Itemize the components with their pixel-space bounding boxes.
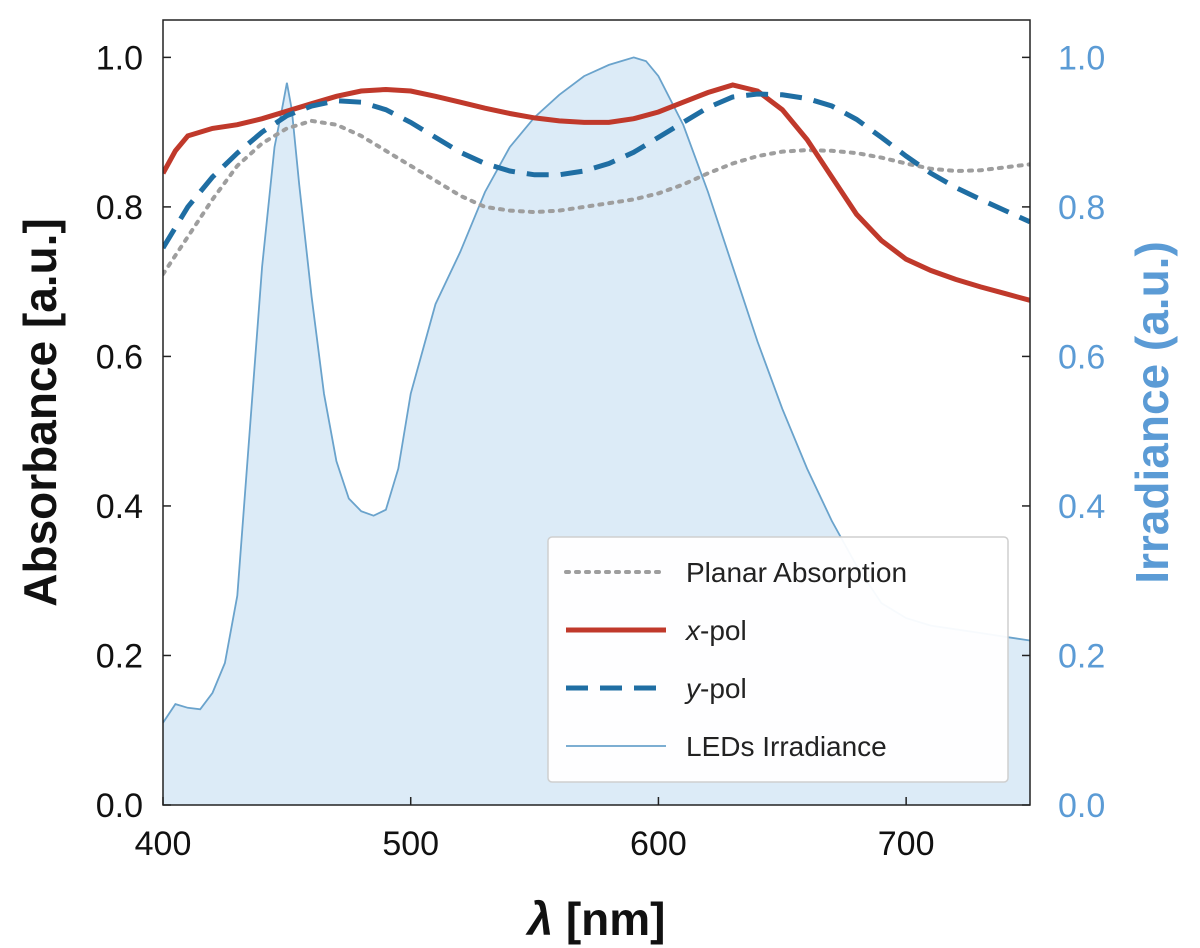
leds-irradiance-line (163, 56, 1030, 724)
y-tick-label: 0.2 (96, 637, 143, 675)
y-tick-label: 0.0 (96, 787, 143, 825)
legend-x-pol-label: x-pol (684, 615, 747, 646)
axes: 400 500 600 700 0.0 0.2 0.4 0.6 0.8 1.0 0.0 0.2 0.4 0… (14, 19, 1178, 945)
y2-tick-label: 0.2 (1058, 637, 1105, 675)
x-tick-label: 500 (382, 825, 439, 863)
x-tick-label: 400 (135, 825, 192, 863)
plot-frame (162, 19, 1031, 806)
y-tick-label: 0.6 (96, 338, 143, 376)
x-tick-label: 600 (630, 825, 687, 863)
x-axis-label: λ [nm] (524, 893, 665, 945)
legend-leds-label: LEDs Irradiance (686, 731, 887, 762)
y-tick-label: 1.0 (96, 39, 143, 77)
y2-tick-label: 1.0 (1058, 39, 1105, 77)
legend-box (547, 536, 1009, 783)
x-tick-label: 700 (878, 825, 935, 863)
legend-planar-label: Planar Absorption (686, 557, 907, 588)
y2-tick-label: 0.8 (1058, 189, 1105, 227)
x-pol-line (163, 82, 1030, 303)
y2-tick-label: 0.6 (1058, 338, 1105, 376)
y-tick-label: 0.4 (96, 488, 143, 526)
y-tick-label: 0.8 (96, 189, 143, 227)
y2-axis-label: Irradiance (a.u.) (1126, 241, 1178, 584)
y-axis-label: Absorbance [a.u.] (14, 218, 66, 607)
legend: Planar Absorption x-pol y-pol LEDs Irradian… (547, 536, 1009, 783)
y-pol-line (163, 91, 1030, 250)
y2-tick-label: 0.0 (1058, 787, 1105, 825)
y2-tick-label: 0.4 (1058, 488, 1105, 526)
legend-y-pol-label: y-pol (684, 673, 747, 704)
